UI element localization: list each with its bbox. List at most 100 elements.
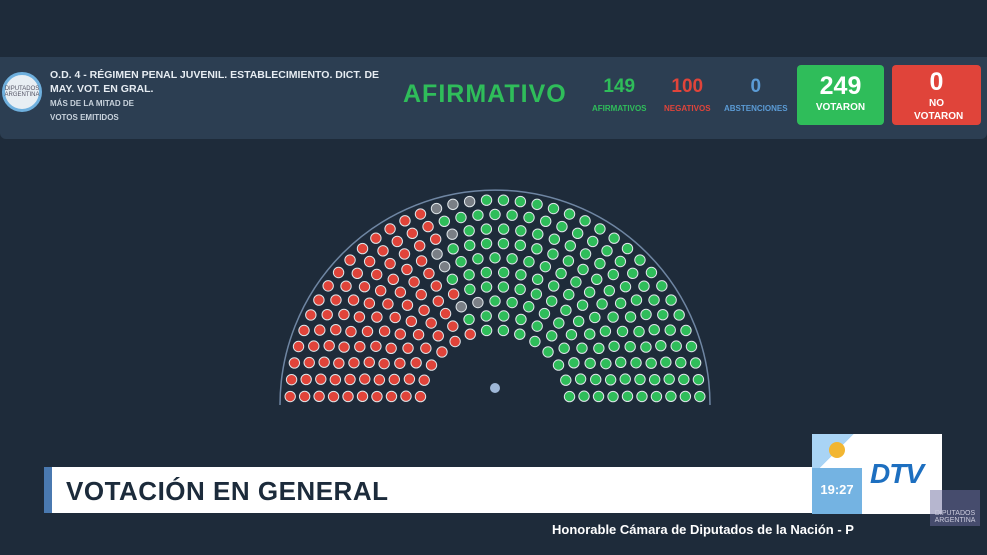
seat <box>514 328 526 340</box>
seat <box>563 390 576 403</box>
seat <box>432 330 444 342</box>
diputados-watermark: DIPUTADOS ARGENTINA <box>930 490 980 526</box>
seat <box>603 284 616 297</box>
seat <box>497 324 510 337</box>
diputados-logo: DIPUTADOS ARGENTINA <box>2 72 42 112</box>
seat <box>576 299 589 311</box>
seat <box>455 301 467 313</box>
seat <box>619 281 632 293</box>
seat <box>593 342 605 354</box>
seat <box>327 390 340 403</box>
ticker-text: Honorable Cámara de Diputados de la Naci… <box>552 522 854 537</box>
seat <box>356 242 369 255</box>
seat <box>590 373 602 386</box>
seat <box>548 280 560 292</box>
seat <box>330 324 342 336</box>
seat <box>431 248 443 260</box>
seat <box>657 309 669 321</box>
seat <box>323 339 335 352</box>
negativos-count: 100 <box>671 76 704 97</box>
seat <box>318 356 330 368</box>
seat <box>579 248 592 260</box>
seat <box>607 311 619 323</box>
seat <box>489 295 501 307</box>
seat <box>401 263 413 276</box>
vote-result: AFIRMATIVO <box>403 80 567 108</box>
seat <box>455 211 467 224</box>
seat <box>447 243 459 255</box>
stat-afirmativos: 149 AFIRMATIVOS <box>592 76 647 113</box>
seat <box>305 309 317 321</box>
seat <box>438 215 451 228</box>
bill-title: O.D. 4 - RÉGIMEN PENAL JUVENIL. ESTABLEC… <box>50 69 380 95</box>
seat <box>663 373 675 385</box>
seat <box>351 267 363 280</box>
seat <box>624 311 637 323</box>
seat <box>313 390 325 403</box>
seat <box>340 280 352 292</box>
seat <box>292 340 305 353</box>
seat <box>436 346 448 358</box>
seat <box>389 311 401 324</box>
seat <box>374 284 387 297</box>
seat <box>447 320 459 332</box>
seat <box>560 374 572 386</box>
seat <box>298 390 311 403</box>
seat <box>656 280 668 292</box>
seat <box>515 269 527 281</box>
seat <box>378 325 391 337</box>
seat <box>497 281 510 293</box>
seat <box>563 288 575 301</box>
seat <box>634 373 646 386</box>
seat <box>464 328 476 340</box>
seat <box>563 208 576 220</box>
seat <box>678 373 690 386</box>
seat <box>464 239 476 252</box>
seat <box>571 227 584 240</box>
seat <box>621 242 634 255</box>
no-votaron-box: 0 NO VOTARON <box>892 65 981 125</box>
seat <box>385 390 398 403</box>
seat <box>616 325 629 338</box>
seat <box>523 211 535 224</box>
seat <box>344 373 356 386</box>
seat <box>614 297 627 309</box>
seat <box>321 309 333 321</box>
seat <box>345 325 357 338</box>
seat <box>648 294 660 306</box>
seat <box>608 232 620 244</box>
seat <box>630 357 642 369</box>
seat <box>415 255 428 267</box>
seat <box>430 202 443 215</box>
seat <box>371 268 383 281</box>
seat <box>430 280 442 292</box>
seat <box>553 317 565 329</box>
seat <box>587 235 599 248</box>
seat <box>388 373 400 386</box>
president-seat <box>490 383 500 393</box>
seat <box>348 357 360 369</box>
seat <box>489 252 501 264</box>
seat <box>607 390 619 403</box>
seat <box>601 245 613 257</box>
seat <box>515 313 527 326</box>
seat <box>406 227 419 240</box>
seat <box>498 310 510 322</box>
seat <box>506 209 518 221</box>
majority-rule: MÁS DE LA MITAD DE VOTOS EMITIDOS <box>50 97 134 125</box>
seat <box>675 356 687 369</box>
seat <box>624 340 636 353</box>
seat <box>579 215 591 227</box>
seat <box>645 357 657 369</box>
seat <box>497 266 510 279</box>
hemicycle-outline <box>279 189 711 406</box>
seat <box>384 223 396 235</box>
seat <box>645 266 658 279</box>
seat <box>531 198 543 211</box>
stat-negativos: 100 NEGATIVOS <box>664 76 711 113</box>
seat <box>574 373 587 385</box>
seat <box>344 254 356 266</box>
seat <box>630 294 643 306</box>
seat <box>506 253 518 265</box>
seat <box>377 245 389 257</box>
